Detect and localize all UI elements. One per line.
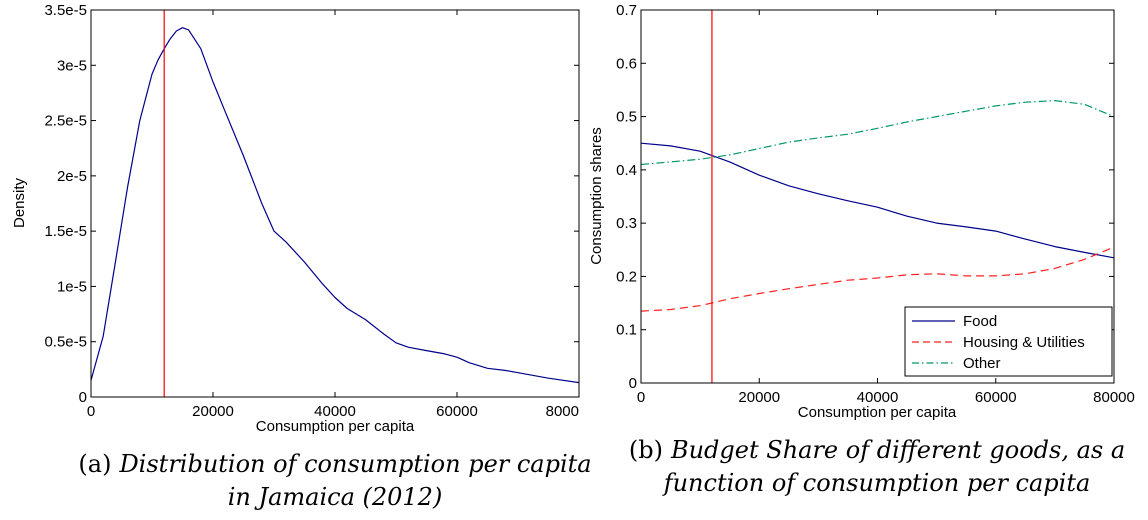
caption-tag: (b) [629, 436, 663, 464]
x-axis-ticks: 0 20000 40000 60000 80000 [637, 10, 1135, 406]
plot-area [90, 10, 580, 397]
caption-line1: (a) Distribution of consumption per capit… [78, 450, 591, 478]
x-tick-label: 20000 [738, 389, 780, 406]
series-line-other [640, 100, 1115, 166]
plot-frame [90, 9, 580, 398]
y-tick-label: 1e-5 [57, 278, 87, 295]
x-tick-label: 80000 [1093, 389, 1135, 406]
y-axis-label: Density [11, 177, 28, 228]
caption-line2: in Jamaica (2012) [228, 483, 443, 511]
y-tick-label: 3.5e-5 [44, 2, 87, 19]
y-tick-label: 2e-5 [57, 168, 87, 185]
plot-frame [640, 9, 1115, 384]
series-line-housing-utilities [640, 246, 1115, 312]
y-tick-label: 0.3 [616, 215, 637, 232]
y-tick-label: 0.1 [616, 322, 637, 339]
x-axis-label: Consumption per capita [798, 404, 957, 421]
budget-share-panel: 0 0.1 0.2 0.3 0.4 0.5 0.6 0.7 0 20000 40000 60000 8… [588, 2, 1135, 497]
plot-area [640, 10, 1115, 383]
x-tick-label: 0 [637, 389, 645, 406]
legend-label-food: Food [963, 313, 997, 330]
caption-line1: (b) Budget Share of different goods, as a [629, 436, 1125, 464]
x-axis-label: Consumption per capita [256, 418, 415, 435]
legend: Food Housing & Utilities Other [904, 306, 1113, 377]
caption-text: Distribution of consumption per capita [118, 450, 591, 478]
y-tick-label: 0 [629, 375, 637, 392]
y-tick-label: 0.5e-5 [44, 334, 87, 351]
caption-line2: function of consumption per capita [662, 469, 1091, 497]
y-tick-label: 0 [79, 389, 87, 406]
x-tick-label: 20000 [192, 403, 234, 420]
y-axis-ticks: 0 0.1 0.2 0.3 0.4 0.5 0.6 0.7 [616, 2, 1114, 392]
legend-label-housing: Housing & Utilities [963, 334, 1085, 351]
x-tick-label: 40000 [314, 403, 356, 420]
y-tick-label: 2.5e-5 [44, 113, 87, 130]
y-tick-label: 0.5 [616, 109, 637, 126]
x-tick-label: 8000 [546, 403, 579, 420]
y-tick-label: 0.4 [616, 162, 637, 179]
caption-tag: (a) [78, 450, 111, 478]
x-tick-label: 60000 [436, 403, 478, 420]
y-tick-label: 0.7 [616, 2, 637, 19]
y-tick-label: 3e-5 [57, 57, 87, 74]
y-tick-label: 0.2 [616, 268, 637, 285]
x-axis-ticks: 0 20000 40000 60000 8000 [87, 10, 580, 420]
y-tick-label: 0.6 [616, 55, 637, 72]
series-line-density-0 [90, 27, 580, 384]
series-line-food [640, 142, 1115, 259]
caption-text: Budget Share of different goods, as a [670, 436, 1125, 464]
y-axis-label: Consumption shares [588, 127, 605, 265]
x-tick-label: 40000 [857, 389, 899, 406]
y-tick-label: 1.5e-5 [44, 223, 87, 240]
x-tick-label: 60000 [975, 389, 1017, 406]
y-axis-ticks: 0 0.5e-5 1e-5 1.5e-5 2e-5 2.5e-5 3e-5 3.5e-5 [44, 2, 579, 406]
legend-label-other: Other [963, 355, 1001, 372]
density-panel: 0 0.5e-5 1e-5 1.5e-5 2e-5 2.5e-5 3e-5 3.5e-5 0 2… [11, 2, 592, 511]
x-tick-label: 0 [87, 403, 95, 420]
